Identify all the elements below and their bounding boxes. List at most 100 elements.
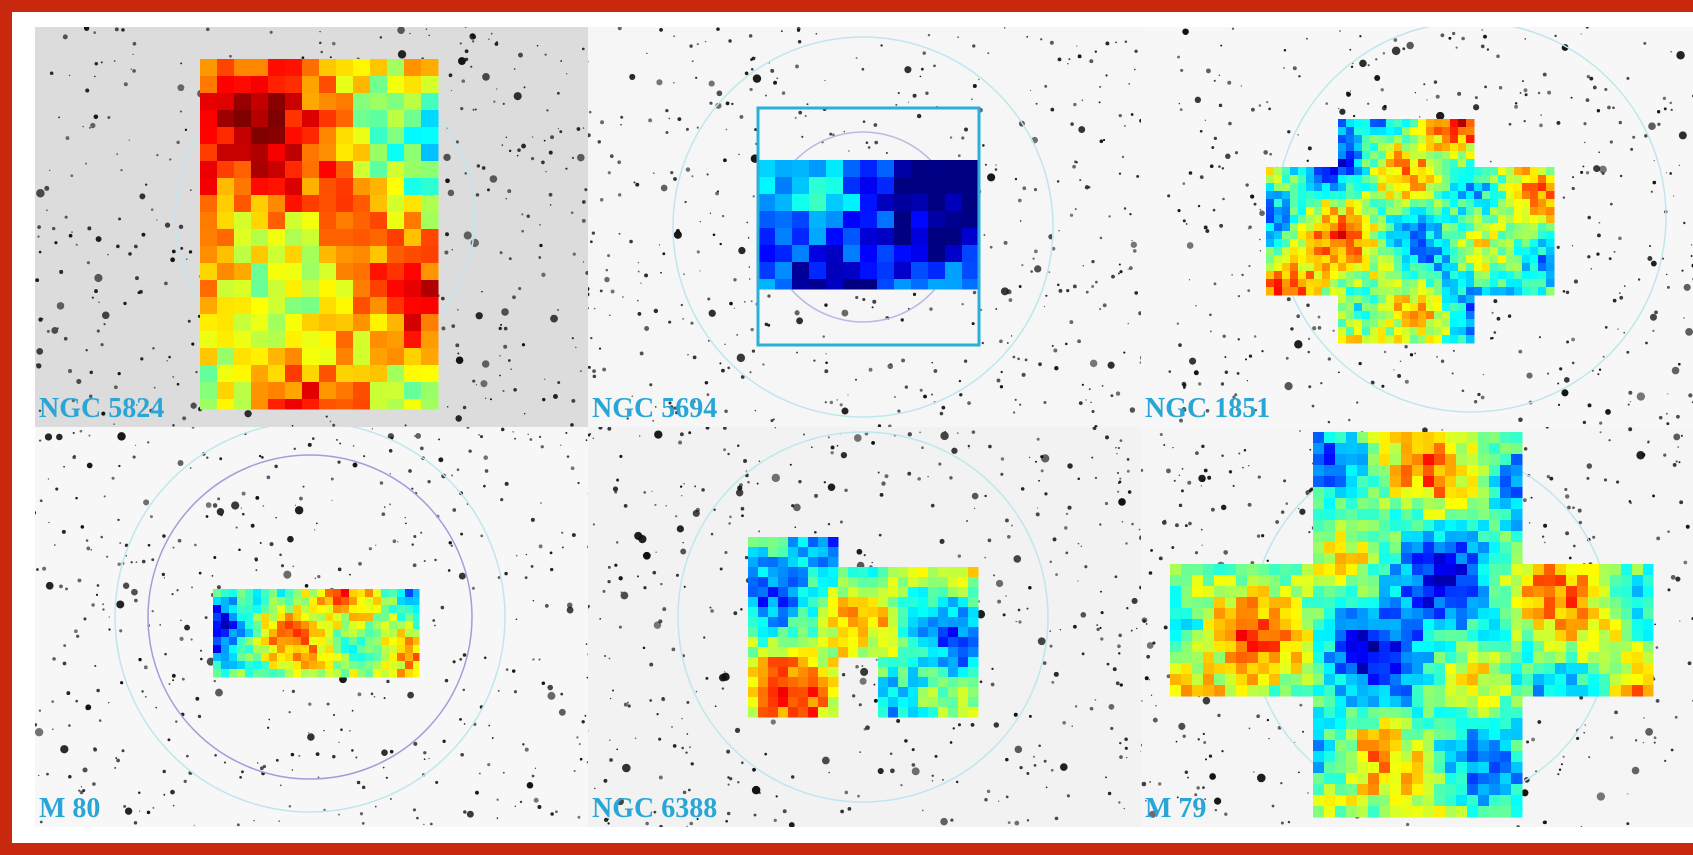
- map-cell: [1378, 303, 1387, 312]
- star: [80, 430, 83, 433]
- star: [1050, 645, 1053, 648]
- map-cell: [1370, 279, 1379, 288]
- star: [681, 718, 683, 720]
- star: [806, 103, 808, 105]
- star: [825, 401, 827, 403]
- map-cell: [349, 629, 358, 638]
- map-cell: [968, 667, 979, 678]
- map-cell: [948, 677, 959, 688]
- star: [1125, 542, 1127, 544]
- star: [1415, 92, 1416, 93]
- star: [457, 468, 460, 471]
- map-cell: [1346, 175, 1355, 184]
- map-cell: [1546, 183, 1555, 192]
- star: [1284, 382, 1292, 390]
- map-cell: [234, 229, 252, 247]
- map-cell: [1498, 215, 1507, 224]
- map-cell: [333, 661, 342, 670]
- star: [513, 388, 517, 392]
- map-cell: [809, 194, 827, 212]
- star: [1187, 481, 1191, 485]
- map-cell: [1362, 223, 1371, 232]
- star: [1077, 477, 1080, 480]
- star: [746, 470, 747, 471]
- star: [490, 398, 492, 400]
- map-cell: [1394, 231, 1403, 240]
- star: [1058, 289, 1062, 293]
- star: [953, 727, 955, 729]
- map-cell: [387, 246, 405, 264]
- map-cell: [1458, 303, 1467, 312]
- map-cell: [878, 587, 889, 598]
- star: [1038, 637, 1046, 645]
- map-cell: [808, 657, 819, 668]
- star: [1019, 285, 1022, 288]
- star: [1564, 377, 1570, 383]
- star: [451, 324, 455, 328]
- star: [242, 492, 246, 496]
- map-cell: [1298, 175, 1307, 184]
- map-cell: [858, 577, 869, 588]
- star: [637, 300, 639, 302]
- map-cell: [843, 228, 861, 246]
- map-cell: [938, 677, 949, 688]
- star: [1614, 710, 1618, 714]
- map-cell: [1362, 127, 1371, 136]
- map-cell: [838, 577, 849, 588]
- map-cell: [1370, 239, 1379, 248]
- star: [713, 509, 715, 511]
- map-cell: [1314, 207, 1323, 216]
- star: [1290, 327, 1293, 330]
- star: [1028, 586, 1031, 589]
- star: [980, 680, 983, 683]
- star: [206, 515, 209, 518]
- star: [500, 498, 503, 501]
- star: [1221, 505, 1226, 510]
- star: [1206, 68, 1211, 73]
- star: [173, 805, 175, 807]
- star: [1185, 524, 1188, 527]
- map-cell: [888, 567, 899, 578]
- star: [565, 432, 567, 434]
- star: [610, 154, 614, 158]
- star: [646, 53, 647, 54]
- star: [1057, 180, 1060, 183]
- star: [840, 521, 843, 524]
- map-cell: [1466, 199, 1475, 208]
- map-cell: [748, 567, 759, 578]
- map-cell: [1394, 159, 1403, 168]
- star: [1214, 80, 1216, 82]
- star: [776, 795, 778, 797]
- map-cell: [775, 279, 793, 290]
- star: [640, 352, 644, 356]
- map-cell: [285, 314, 303, 332]
- star: [1249, 354, 1252, 357]
- map-cell: [1298, 167, 1307, 176]
- star: [152, 610, 154, 612]
- star: [738, 154, 740, 156]
- star: [652, 491, 653, 492]
- map-cell: [788, 667, 799, 678]
- star: [330, 56, 332, 58]
- map-cell: [1378, 191, 1387, 200]
- map-cell: [302, 195, 320, 213]
- map-cell: [293, 621, 302, 630]
- star: [66, 136, 70, 140]
- star: [1081, 546, 1082, 547]
- star: [693, 510, 700, 517]
- map-cell: [349, 661, 358, 670]
- map-cell: [293, 629, 302, 638]
- star: [94, 665, 96, 667]
- map-cell: [1378, 215, 1387, 224]
- star: [333, 714, 335, 716]
- star: [726, 750, 730, 754]
- map-cell: [1378, 231, 1387, 240]
- map-cell: [341, 597, 350, 606]
- star: [733, 278, 736, 281]
- map-cell: [1298, 207, 1307, 216]
- star: [1599, 166, 1607, 174]
- map-cell: [1354, 199, 1363, 208]
- map-cell: [1386, 167, 1395, 176]
- map-cell: [1546, 239, 1555, 248]
- map-cell: [1538, 215, 1547, 224]
